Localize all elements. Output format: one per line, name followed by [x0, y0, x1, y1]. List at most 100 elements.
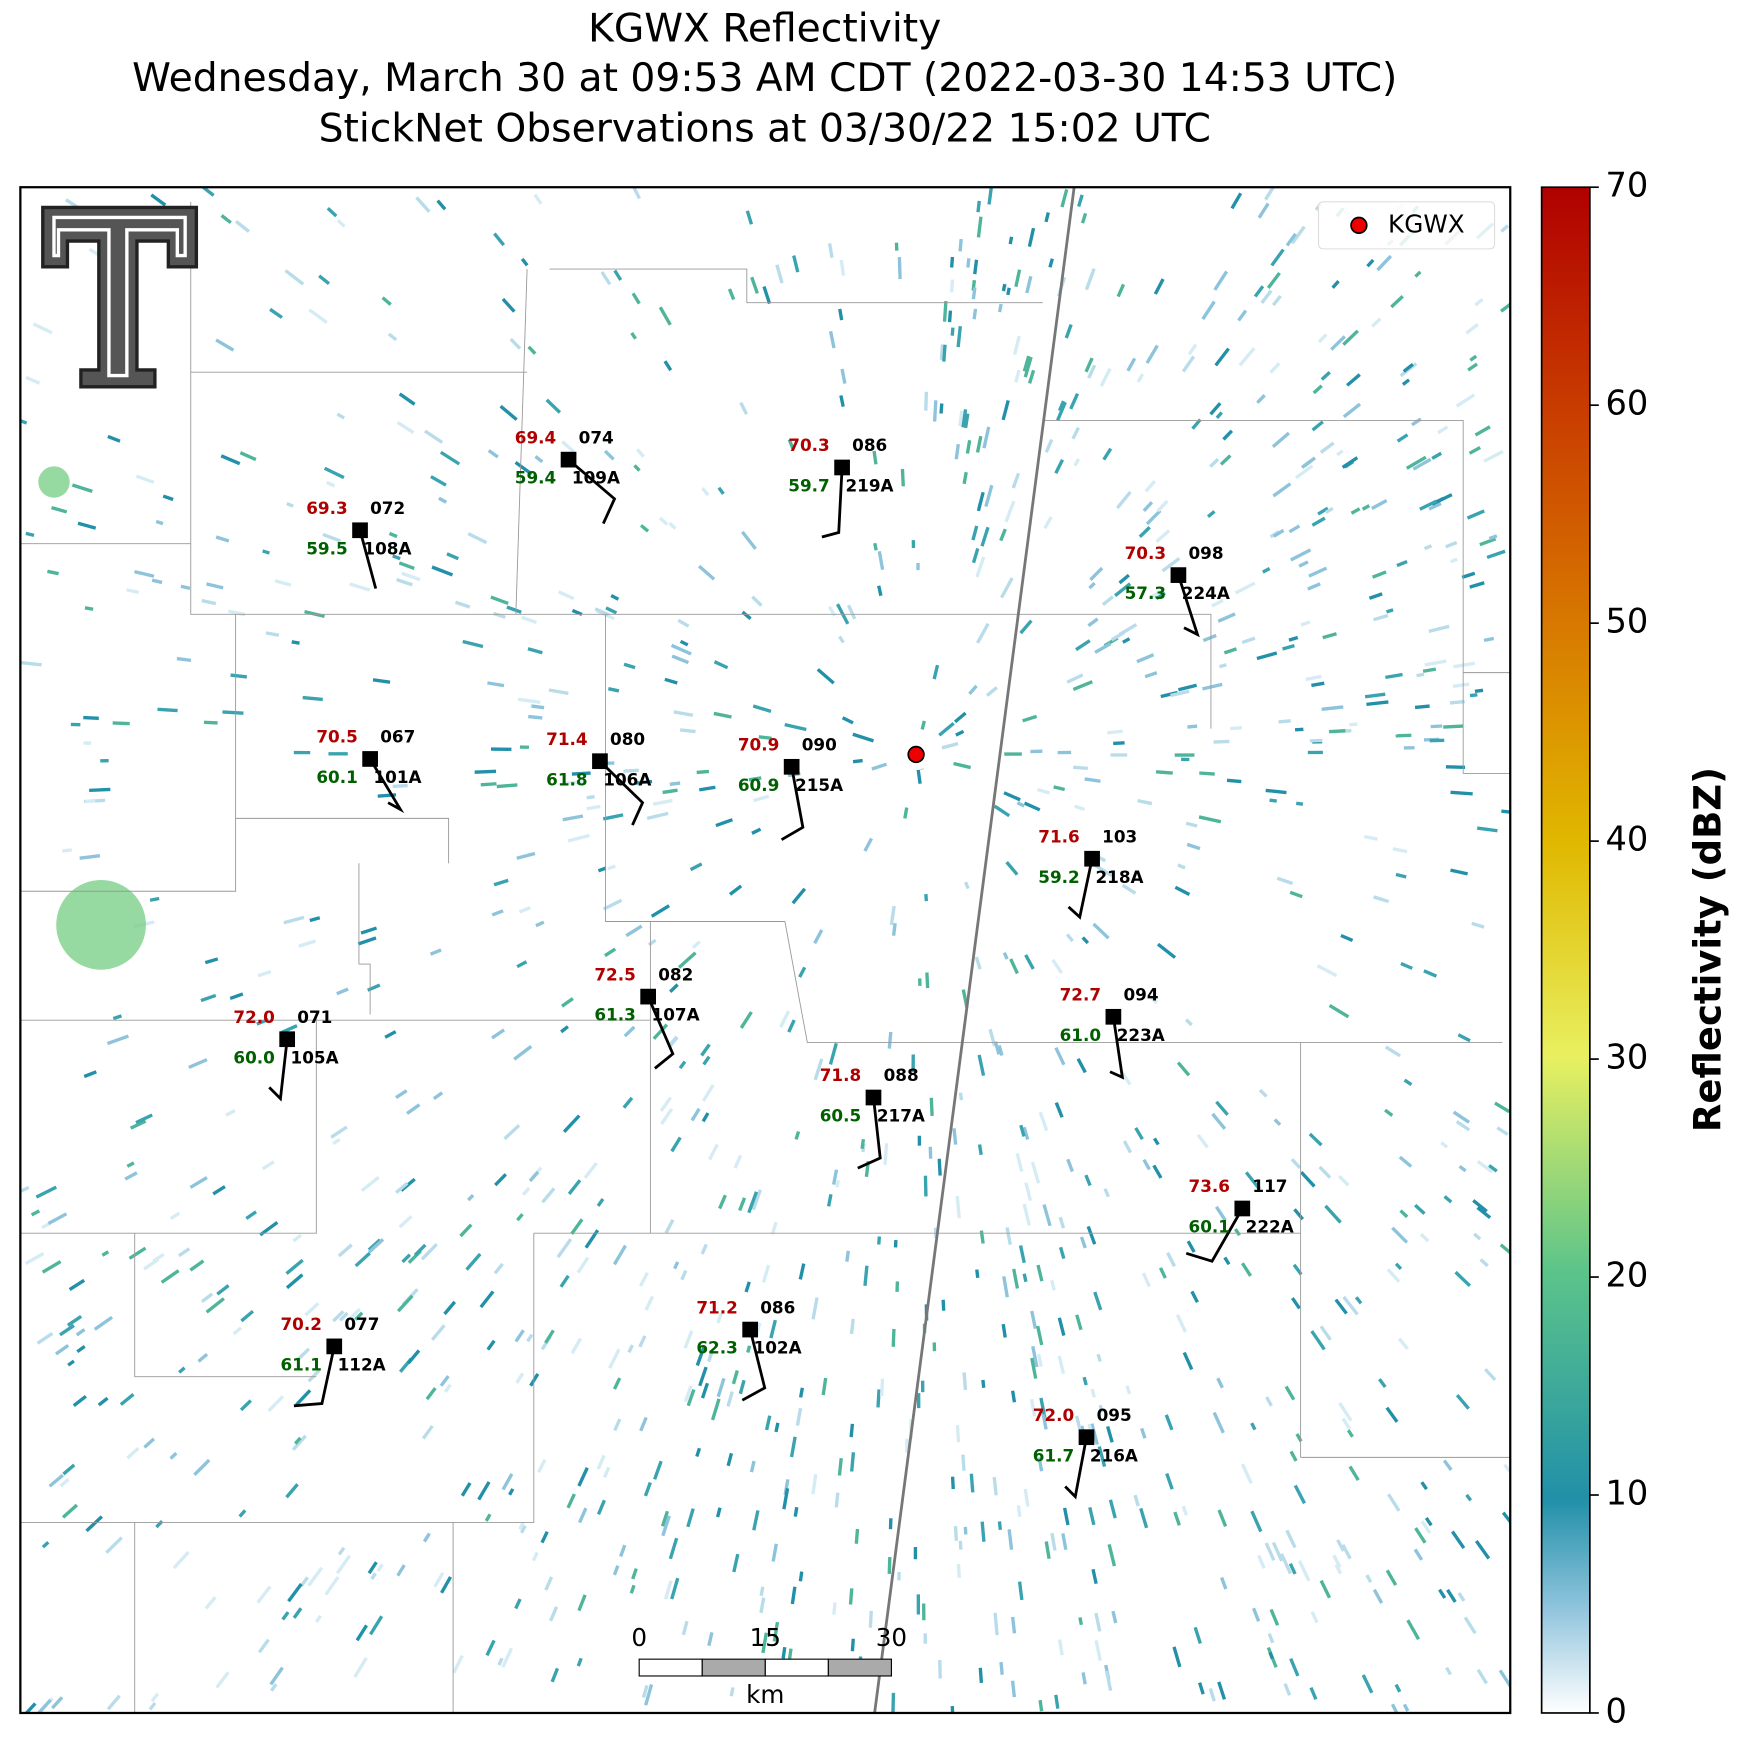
radar-gate [1104, 1670, 1113, 1692]
radar-gate [956, 326, 962, 348]
radar-gate [257, 969, 272, 978]
dewpoint: 60.9 [738, 775, 779, 795]
radar-gate [440, 1576, 452, 1594]
radar-gate [832, 1602, 837, 1615]
radar-gate [36, 1331, 54, 1345]
radar-gate [1298, 560, 1309, 568]
radar-gate [1309, 738, 1323, 743]
radar-gate [864, 1160, 870, 1177]
pressure: 074 [579, 427, 614, 447]
radar-gate [76, 1345, 86, 1354]
radar-gate [1454, 1270, 1471, 1288]
radar-gate [1474, 425, 1491, 437]
radar-gate [517, 697, 541, 704]
radar-gate [1423, 544, 1433, 551]
radar-gate [1500, 300, 1511, 313]
radar-gate [216, 1284, 230, 1296]
radar-gate [1372, 1588, 1384, 1604]
pressure: 067 [380, 727, 415, 747]
radar-gate [1198, 1682, 1205, 1695]
logo-inline [52, 215, 187, 378]
radar-gate [1468, 446, 1482, 455]
radar-gate [1414, 1527, 1427, 1544]
radar-gate [493, 1262, 504, 1275]
radar-gate [328, 752, 348, 756]
radar-gate [493, 878, 509, 887]
radar-gate [663, 360, 673, 372]
radar-gate [67, 1359, 75, 1367]
radar-gate [293, 1436, 302, 1445]
radar-gate [828, 1042, 838, 1065]
radar-gate [1001, 1323, 1007, 1338]
radar-gate [571, 771, 591, 776]
radar-gate [1366, 700, 1389, 707]
radar-gate [514, 1598, 522, 1610]
radar-gate [1319, 441, 1335, 454]
radar-cell [38, 466, 70, 498]
station-id: 218A [1095, 867, 1143, 887]
radar-gate [888, 1518, 893, 1530]
radar-gate [662, 788, 678, 795]
temperature: 73.6 [1189, 1176, 1230, 1196]
radar-gate [997, 1044, 1004, 1056]
radar-gate [1036, 1264, 1044, 1282]
radar-gate [531, 1551, 539, 1562]
radar-gate [107, 434, 121, 443]
radar-gate [302, 695, 323, 702]
radar-gate [999, 528, 1007, 542]
radar-gate [1290, 1158, 1302, 1170]
radar-gate [526, 1333, 534, 1343]
radar-gate [950, 327, 955, 336]
pressure: 088 [884, 1065, 919, 1085]
radar-gate [811, 1474, 818, 1495]
dewpoint: 61.1 [280, 1354, 321, 1374]
radar-gate [1348, 1465, 1360, 1482]
radar-gate [354, 1251, 371, 1268]
radar-gate [630, 332, 637, 340]
radar-gate [1453, 661, 1476, 669]
radar-gate [827, 243, 834, 258]
radar-gate [1145, 344, 1159, 364]
radar-gate [220, 214, 232, 225]
radar-gate [269, 307, 283, 319]
radar-gate [1385, 1569, 1398, 1586]
radar-gate [570, 1218, 584, 1235]
radar-gate [863, 1265, 869, 1286]
radar-gate [493, 232, 506, 247]
radar-gate [1387, 1493, 1401, 1512]
radar-gate [1476, 1159, 1494, 1174]
radar-gate [197, 1352, 209, 1363]
radar-gate [1452, 682, 1470, 688]
radar-gate [932, 400, 938, 422]
radar-gate [1030, 1357, 1038, 1379]
radar-gate [771, 1543, 778, 1562]
radar-gate [696, 769, 710, 775]
radar-gate [1250, 1510, 1263, 1533]
radar-gate [1474, 297, 1484, 307]
radar-gate [849, 1423, 855, 1438]
radar-gate [1108, 1499, 1117, 1519]
radar-gate [66, 1314, 83, 1327]
radar-gate [1473, 1232, 1482, 1241]
radar-gate [32, 322, 53, 335]
radar-gate [1175, 1313, 1187, 1333]
radar-gate [1237, 309, 1248, 322]
radar-gate [1074, 804, 1086, 812]
radar-gate [1428, 624, 1450, 633]
radar-gate [1272, 482, 1292, 498]
radar-gate [997, 303, 1003, 313]
radar-gate [126, 1161, 135, 1168]
radar-gate [1371, 499, 1388, 510]
radar-gate [1394, 1683, 1402, 1693]
radar-gate [1311, 516, 1326, 527]
radar-gate [791, 887, 807, 905]
radar-gate [425, 1387, 437, 1401]
radar-gate [149, 896, 160, 902]
radar-gate [576, 1657, 583, 1667]
radar-gate [162, 494, 174, 502]
radar-gate [1001, 283, 1007, 292]
radar-gate [287, 1582, 303, 1603]
station-id: 219A [845, 476, 893, 496]
radar-gate [596, 1499, 606, 1515]
radar-gate [220, 454, 241, 466]
